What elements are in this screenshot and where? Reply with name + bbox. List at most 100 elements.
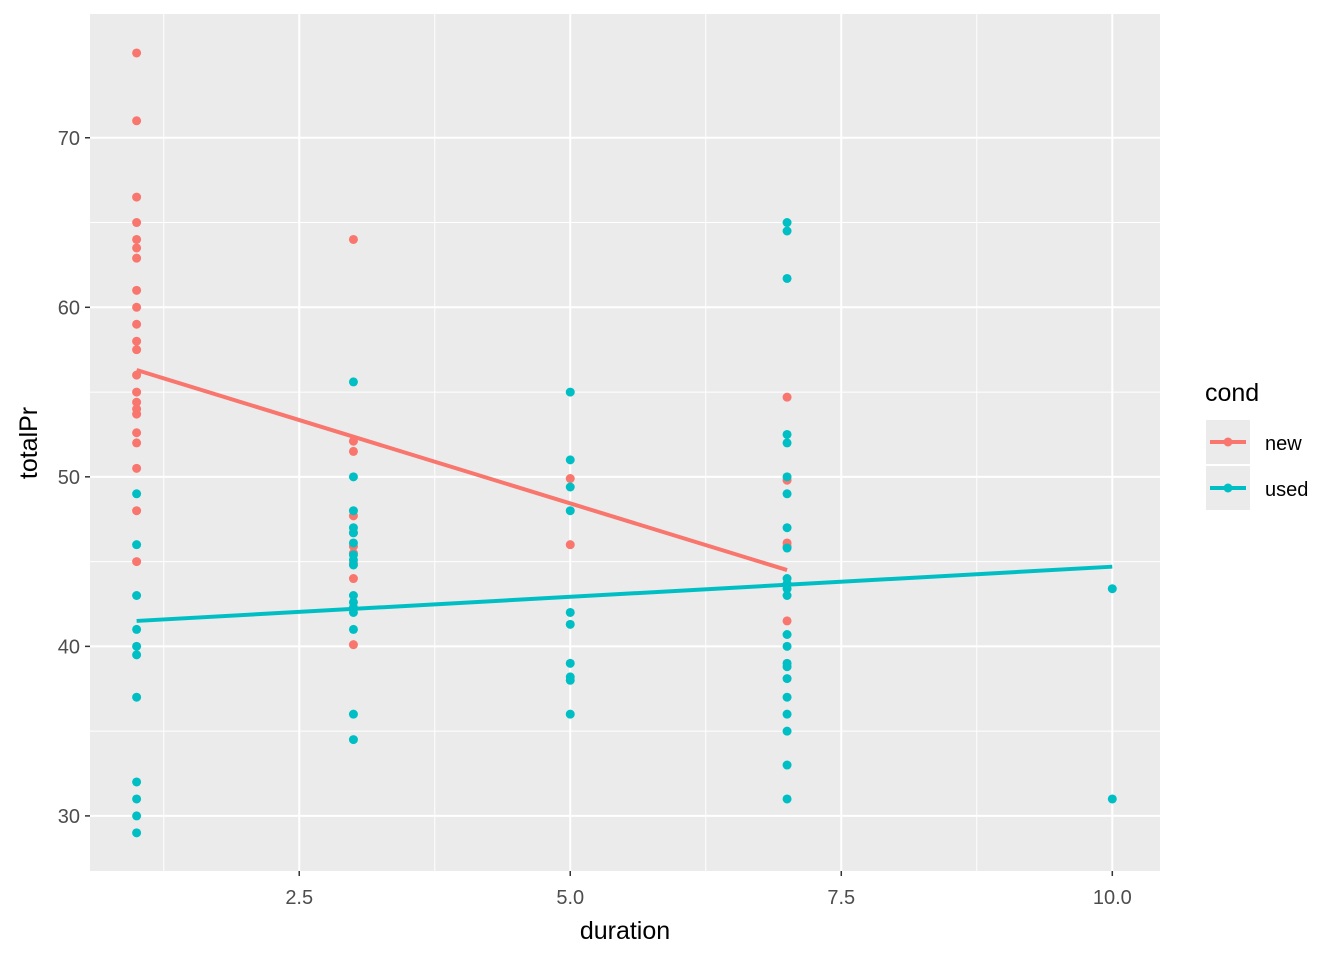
point-used (565, 607, 575, 617)
y-axis-title: totalPr (15, 407, 43, 479)
point-used (348, 735, 358, 745)
point-new (348, 640, 358, 650)
point-used (782, 591, 792, 601)
point-new (132, 192, 142, 202)
point-used (348, 560, 358, 570)
point-new (132, 302, 142, 312)
point-new (132, 285, 142, 295)
point-new (132, 438, 142, 448)
point-new (132, 463, 142, 473)
point-new (782, 392, 792, 402)
point-used (782, 641, 792, 651)
point-used (782, 674, 792, 684)
point-used (348, 506, 358, 516)
y-tick-label: 70 (58, 128, 80, 150)
legend-key-point-new (1223, 437, 1233, 447)
point-new (348, 436, 358, 446)
point-used (782, 543, 792, 553)
point-new (132, 336, 142, 346)
point-new (132, 409, 142, 419)
point-used (782, 472, 792, 482)
point-used (565, 658, 575, 668)
point-used (782, 760, 792, 770)
point-new (132, 387, 142, 397)
point-used (565, 506, 575, 516)
point-used (782, 662, 792, 672)
point-new (132, 397, 142, 407)
point-used (348, 472, 358, 482)
point-used (348, 538, 358, 548)
point-used (132, 794, 142, 804)
grid-major (90, 14, 1160, 871)
point-used (132, 489, 142, 499)
points (132, 48, 1117, 838)
panel-background (90, 14, 1160, 871)
point-used (782, 523, 792, 533)
y-tick-label: 40 (58, 636, 80, 658)
legend-label-new: new (1265, 433, 1302, 455)
legend-key-point-used (1223, 483, 1233, 493)
point-used (565, 387, 575, 397)
point-used (132, 624, 142, 634)
point-used (565, 482, 575, 492)
point-used (565, 709, 575, 719)
y-tick-label: 60 (58, 297, 80, 319)
point-used (348, 607, 358, 617)
point-new (132, 234, 142, 244)
x-tick-label: 10.0 (1093, 887, 1132, 909)
point-new (132, 243, 142, 253)
point-new (132, 428, 142, 438)
point-new (132, 370, 142, 380)
point-used (782, 794, 792, 804)
point-used (132, 692, 142, 702)
point-used (565, 455, 575, 465)
x-axis-ticks: 2.5 5.0 7.5 10.0 (285, 871, 1132, 909)
point-used (782, 629, 792, 639)
point-new (782, 616, 792, 626)
point-used (782, 726, 792, 736)
point-used (348, 591, 358, 601)
x-tick-label: 2.5 (285, 887, 313, 909)
point-used (348, 528, 358, 538)
point-used (782, 489, 792, 499)
x-axis-title: duration (580, 917, 670, 945)
point-used (1107, 584, 1117, 594)
point-new (132, 345, 142, 355)
point-used (132, 811, 142, 821)
x-tick-label: 5.0 (556, 887, 584, 909)
point-new (348, 574, 358, 584)
point-used (782, 218, 792, 228)
point-new (348, 234, 358, 244)
point-used (1107, 794, 1117, 804)
x-tick-label: 7.5 (827, 887, 855, 909)
point-new (132, 506, 142, 516)
point-used (782, 438, 792, 448)
point-used (132, 650, 142, 660)
point-used (782, 584, 792, 594)
point-used (132, 540, 142, 550)
point-used (132, 641, 142, 651)
fit-line-used (136, 564, 1113, 623)
point-new (565, 540, 575, 550)
point-used (132, 777, 142, 787)
point-used (132, 828, 142, 838)
point-used (782, 709, 792, 719)
y-tick-label: 50 (58, 467, 80, 489)
point-used (348, 377, 358, 387)
point-new (132, 319, 142, 329)
fit-lines (136, 368, 1113, 623)
point-used (782, 273, 792, 283)
legend: cond new used (1205, 379, 1308, 510)
point-used (348, 624, 358, 634)
point-used (132, 591, 142, 601)
point-used (565, 619, 575, 629)
point-used (782, 692, 792, 702)
point-new (132, 557, 142, 567)
point-new (348, 446, 358, 456)
fit-line-new (136, 368, 788, 572)
point-used (782, 429, 792, 439)
point-new (132, 218, 142, 228)
point-new (132, 253, 142, 263)
y-tick-label: 30 (58, 806, 80, 828)
